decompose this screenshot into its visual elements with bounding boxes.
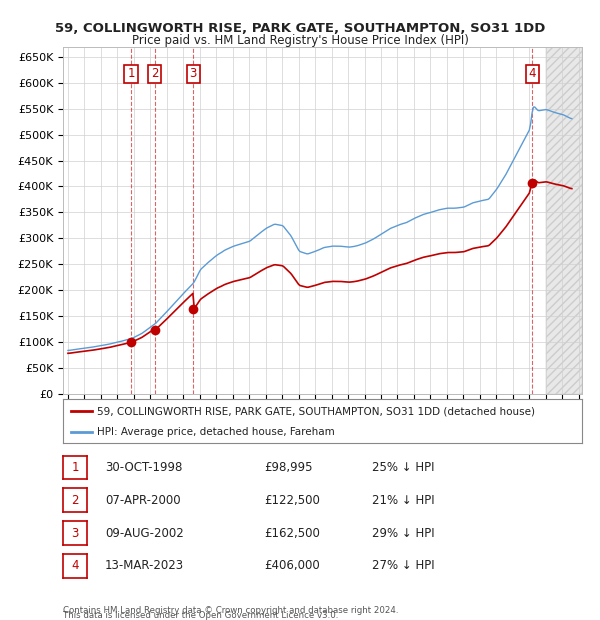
Text: £98,995: £98,995	[264, 461, 313, 474]
Text: £162,500: £162,500	[264, 526, 320, 539]
Text: Price paid vs. HM Land Registry's House Price Index (HPI): Price paid vs. HM Land Registry's House …	[131, 34, 469, 47]
Bar	[546, 46, 582, 394]
Text: 4: 4	[529, 68, 536, 81]
Text: 07-APR-2000: 07-APR-2000	[105, 494, 181, 507]
Text: 1: 1	[127, 68, 135, 81]
Text: 2: 2	[71, 494, 79, 507]
Text: £122,500: £122,500	[264, 494, 320, 507]
Text: 21% ↓ HPI: 21% ↓ HPI	[372, 494, 434, 507]
Text: 59, COLLINGWORTH RISE, PARK GATE, SOUTHAMPTON, SO31 1DD: 59, COLLINGWORTH RISE, PARK GATE, SOUTHA…	[55, 22, 545, 35]
Text: HPI: Average price, detached house, Fareham: HPI: Average price, detached house, Fare…	[97, 427, 334, 437]
Text: This data is licensed under the Open Government Licence v3.0.: This data is licensed under the Open Gov…	[63, 611, 338, 620]
Text: 4: 4	[71, 559, 79, 572]
Text: 1: 1	[71, 461, 79, 474]
Text: 3: 3	[71, 526, 79, 539]
Text: 25% ↓ HPI: 25% ↓ HPI	[372, 461, 434, 474]
Bar	[546, 46, 582, 394]
Text: 27% ↓ HPI: 27% ↓ HPI	[372, 559, 434, 572]
Text: 59, COLLINGWORTH RISE, PARK GATE, SOUTHAMPTON, SO31 1DD (detached house): 59, COLLINGWORTH RISE, PARK GATE, SOUTHA…	[97, 406, 535, 416]
Text: 29% ↓ HPI: 29% ↓ HPI	[372, 526, 434, 539]
Text: 2: 2	[151, 68, 158, 81]
Text: 09-AUG-2002: 09-AUG-2002	[105, 526, 184, 539]
Text: 30-OCT-1998: 30-OCT-1998	[105, 461, 182, 474]
Text: 3: 3	[190, 68, 197, 81]
Text: 13-MAR-2023: 13-MAR-2023	[105, 559, 184, 572]
Text: £406,000: £406,000	[264, 559, 320, 572]
Text: Contains HM Land Registry data © Crown copyright and database right 2024.: Contains HM Land Registry data © Crown c…	[63, 606, 398, 615]
